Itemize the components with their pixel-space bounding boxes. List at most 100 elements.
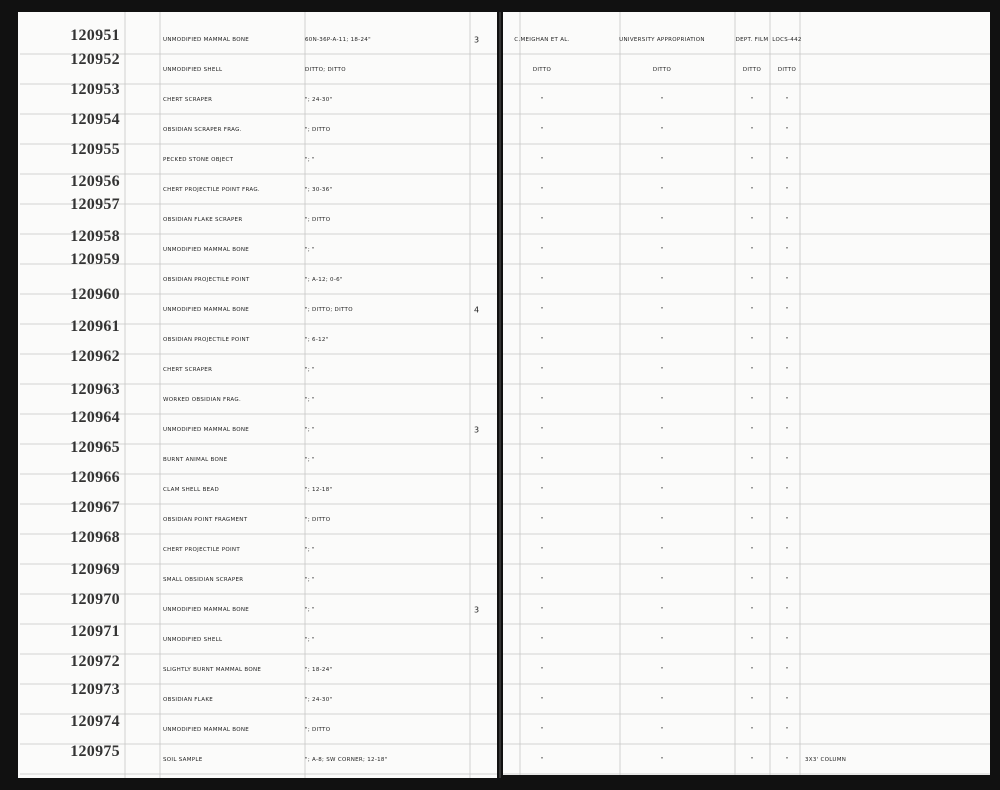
department: " bbox=[750, 547, 754, 553]
department: " bbox=[750, 157, 754, 163]
reference: " bbox=[785, 157, 789, 163]
reference: " bbox=[785, 607, 789, 613]
location: "; DITTO bbox=[305, 727, 331, 733]
reference: " bbox=[785, 697, 789, 703]
acquisition: " bbox=[660, 727, 664, 733]
catalog-number: 120968 bbox=[70, 529, 120, 546]
count: 3 bbox=[474, 35, 480, 45]
collector: C.MEIGHAN ET AL. bbox=[514, 37, 570, 43]
department: " bbox=[750, 427, 754, 433]
department: " bbox=[750, 127, 754, 133]
location: "; 12-18" bbox=[305, 487, 333, 493]
catalog-number: 120969 bbox=[70, 561, 120, 578]
department: DEPT. FILM bbox=[735, 37, 769, 43]
reference: " bbox=[785, 307, 789, 313]
catalog-number: 120970 bbox=[70, 591, 120, 608]
item-description: UNMODIFIED SHELL bbox=[163, 637, 223, 643]
acquisition: " bbox=[660, 517, 664, 523]
acquisition: " bbox=[660, 127, 664, 133]
collector: " bbox=[540, 367, 544, 373]
department: " bbox=[750, 337, 754, 343]
location: 60N-36P-A-11; 18-24" bbox=[305, 37, 371, 43]
collector: " bbox=[540, 577, 544, 583]
collector: " bbox=[540, 97, 544, 103]
location: "; 18-24" bbox=[305, 667, 333, 673]
item-description: OBSIDIAN FLAKE bbox=[163, 697, 213, 703]
reference: " bbox=[785, 337, 789, 343]
item-description: UNMODIFIED MAMMAL BONE bbox=[163, 727, 250, 733]
acquisition: DITTO bbox=[652, 67, 672, 73]
reference: " bbox=[785, 397, 789, 403]
item-description: SMALL OBSIDIAN SCRAPER bbox=[163, 577, 244, 583]
location: "; " bbox=[305, 427, 315, 433]
collector: " bbox=[540, 487, 544, 493]
catalog-number: 120973 bbox=[70, 681, 120, 698]
catalog-number: 120958 bbox=[70, 228, 120, 245]
collector: " bbox=[540, 667, 544, 673]
count: 3 bbox=[474, 605, 480, 615]
reference: " bbox=[785, 637, 789, 643]
catalog-number: 120951 bbox=[70, 27, 120, 44]
department: " bbox=[750, 577, 754, 583]
department: " bbox=[750, 217, 754, 223]
acquisition: " bbox=[660, 547, 664, 553]
department: " bbox=[750, 727, 754, 733]
catalog-number: 120955 bbox=[70, 141, 120, 158]
collector: " bbox=[540, 337, 544, 343]
department: " bbox=[750, 397, 754, 403]
catalog-number: 120953 bbox=[70, 81, 120, 98]
department: " bbox=[750, 277, 754, 283]
item-description: CLAM SHELL BEAD bbox=[163, 487, 220, 493]
count: 3 bbox=[474, 425, 480, 435]
reference: " bbox=[785, 457, 789, 463]
location: "; " bbox=[305, 547, 315, 553]
catalog-number: 120957 bbox=[70, 196, 120, 213]
collector: " bbox=[540, 697, 544, 703]
count: 4 bbox=[474, 305, 480, 315]
item-description: SOIL SAMPLE bbox=[163, 757, 203, 763]
acquisition: " bbox=[660, 397, 664, 403]
collector: " bbox=[540, 217, 544, 223]
reference: " bbox=[785, 127, 789, 133]
catalog-number: 120972 bbox=[70, 653, 120, 670]
collector: " bbox=[540, 607, 544, 613]
location: "; DITTO bbox=[305, 517, 331, 523]
acquisition: " bbox=[660, 157, 664, 163]
reference: " bbox=[785, 187, 789, 193]
right-page bbox=[503, 12, 990, 775]
location: "; 24-30" bbox=[305, 697, 333, 703]
department: " bbox=[750, 667, 754, 673]
item-description: PECKED STONE OBJECT bbox=[163, 157, 234, 163]
location: "; " bbox=[305, 637, 315, 643]
location: "; " bbox=[305, 397, 315, 403]
acquisition: " bbox=[660, 667, 664, 673]
reference: " bbox=[785, 727, 789, 733]
acquisition: " bbox=[660, 187, 664, 193]
catalog-number: 120975 bbox=[70, 743, 120, 760]
item-description: BURNT ANIMAL BONE bbox=[163, 457, 228, 463]
catalog-number: 120965 bbox=[70, 439, 120, 456]
acquisition: " bbox=[660, 757, 664, 763]
catalog-number: 120967 bbox=[70, 499, 120, 516]
item-description: OBSIDIAN FLAKE SCRAPER bbox=[163, 217, 243, 223]
collector: " bbox=[540, 307, 544, 313]
collector: " bbox=[540, 547, 544, 553]
department: " bbox=[750, 367, 754, 373]
collector: " bbox=[540, 637, 544, 643]
department: " bbox=[750, 97, 754, 103]
collector: " bbox=[540, 727, 544, 733]
location: "; A-12; 0-6" bbox=[305, 277, 343, 283]
acquisition: " bbox=[660, 577, 664, 583]
remarks: 3X3' COLUMN bbox=[805, 757, 847, 763]
collector: " bbox=[540, 757, 544, 763]
location: "; 24-30" bbox=[305, 97, 333, 103]
reference: " bbox=[785, 217, 789, 223]
department: " bbox=[750, 757, 754, 763]
reference: " bbox=[785, 367, 789, 373]
department: " bbox=[750, 697, 754, 703]
collector: " bbox=[540, 517, 544, 523]
collector: " bbox=[540, 187, 544, 193]
catalog-number: 120962 bbox=[70, 348, 120, 365]
